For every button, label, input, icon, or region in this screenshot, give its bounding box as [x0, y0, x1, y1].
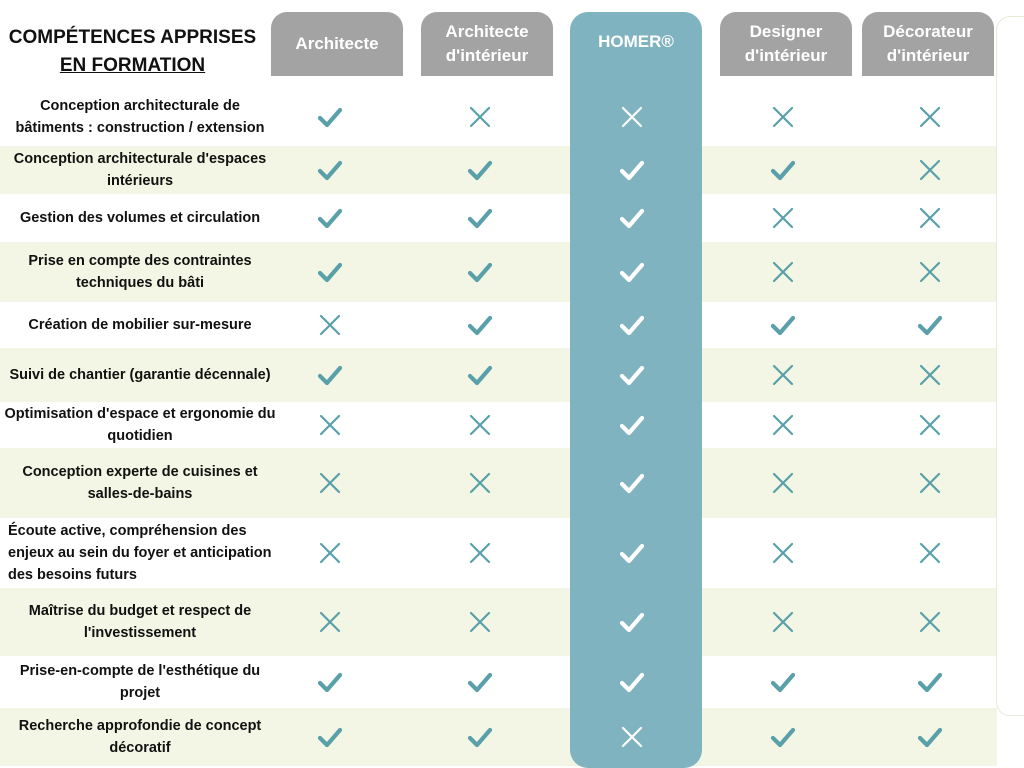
check-icon	[768, 310, 798, 340]
check-icon	[617, 410, 647, 440]
homer-column-highlight	[570, 12, 702, 768]
row-label: Prise-en-compte de l'esthétique du proje…	[19, 663, 261, 701]
check-icon	[315, 667, 345, 697]
row-label: Conception architecturale de bâtiments :…	[15, 98, 265, 136]
row-label: Écoute active, compréhension des enjeux …	[8, 523, 272, 583]
check-icon	[915, 667, 945, 697]
cross-icon	[315, 310, 345, 340]
check-icon	[465, 155, 495, 185]
row-label: Conception architecturale d'espaces inté…	[13, 151, 267, 189]
cross-icon	[768, 102, 798, 132]
row-label: Suivi de chantier (garantie décennale)	[9, 367, 271, 383]
check-icon	[617, 310, 647, 340]
check-icon	[617, 203, 647, 233]
check-icon	[617, 538, 647, 568]
row-band	[0, 448, 997, 518]
header-decorateur-interieur: Décorateur d'intérieur	[862, 12, 994, 76]
cross-icon	[617, 722, 647, 752]
cross-icon	[315, 410, 345, 440]
cross-icon	[768, 468, 798, 498]
cross-icon	[768, 257, 798, 287]
row-band	[0, 588, 997, 656]
row-label: Maîtrise du budget et respect de l'inves…	[28, 603, 252, 641]
cross-icon	[915, 410, 945, 440]
check-icon	[465, 310, 495, 340]
table-title: COMPÉTENCES APPRISES EN FORMATION	[0, 24, 265, 80]
check-icon	[465, 722, 495, 752]
cross-icon	[768, 538, 798, 568]
check-icon	[465, 257, 495, 287]
check-icon	[315, 203, 345, 233]
header-homer: HOMER®	[598, 32, 674, 51]
check-icon	[617, 155, 647, 185]
cross-icon	[915, 102, 945, 132]
check-icon	[768, 155, 798, 185]
cross-icon	[915, 257, 945, 287]
cross-icon	[315, 538, 345, 568]
cross-icon	[915, 155, 945, 185]
cross-icon	[915, 468, 945, 498]
cross-icon	[465, 410, 495, 440]
cross-icon	[768, 607, 798, 637]
check-icon	[315, 102, 345, 132]
cross-icon	[915, 538, 945, 568]
row-band	[0, 242, 997, 302]
row-label: Gestion des volumes et circulation	[19, 210, 261, 226]
check-icon	[617, 667, 647, 697]
check-icon	[315, 155, 345, 185]
row-label: Conception experte de cuisines et salles…	[22, 464, 258, 502]
cross-icon	[465, 607, 495, 637]
header-architecte: Architecte	[271, 12, 403, 76]
header-architecte-interieur: Architecte d'intérieur	[421, 12, 553, 76]
check-icon	[315, 722, 345, 752]
cross-icon	[915, 360, 945, 390]
check-icon	[768, 722, 798, 752]
cross-icon	[465, 468, 495, 498]
check-icon	[465, 203, 495, 233]
check-icon	[315, 257, 345, 287]
cross-icon	[465, 538, 495, 568]
row-label: Optimisation d'espace et ergonomie du qu…	[4, 406, 276, 444]
check-icon	[617, 360, 647, 390]
check-icon	[915, 722, 945, 752]
cross-icon	[315, 607, 345, 637]
row-band	[0, 708, 997, 766]
cross-icon	[617, 102, 647, 132]
title-line-1: COMPÉTENCES APPRISES	[8, 27, 257, 48]
cross-icon	[915, 607, 945, 637]
header-designer-interieur: Designer d'intérieur	[720, 12, 852, 76]
check-icon	[768, 667, 798, 697]
check-icon	[915, 310, 945, 340]
row-label: Création de mobilier sur-mesure	[28, 317, 252, 333]
cross-icon	[915, 203, 945, 233]
check-icon	[465, 667, 495, 697]
row-band	[0, 348, 997, 402]
cross-icon	[768, 360, 798, 390]
check-icon	[465, 360, 495, 390]
row-label: Prise en compte des contraintes techniqu…	[28, 253, 252, 291]
title-line-2: EN FORMATION	[59, 55, 206, 76]
check-icon	[617, 257, 647, 287]
row-band	[0, 146, 997, 194]
check-icon	[617, 468, 647, 498]
side-frame	[996, 16, 1024, 716]
check-icon	[315, 360, 345, 390]
cross-icon	[768, 203, 798, 233]
row-label: Recherche approfondie de concept décorat…	[18, 718, 262, 756]
cross-icon	[315, 468, 345, 498]
check-icon	[617, 607, 647, 637]
cross-icon	[465, 102, 495, 132]
cross-icon	[768, 410, 798, 440]
